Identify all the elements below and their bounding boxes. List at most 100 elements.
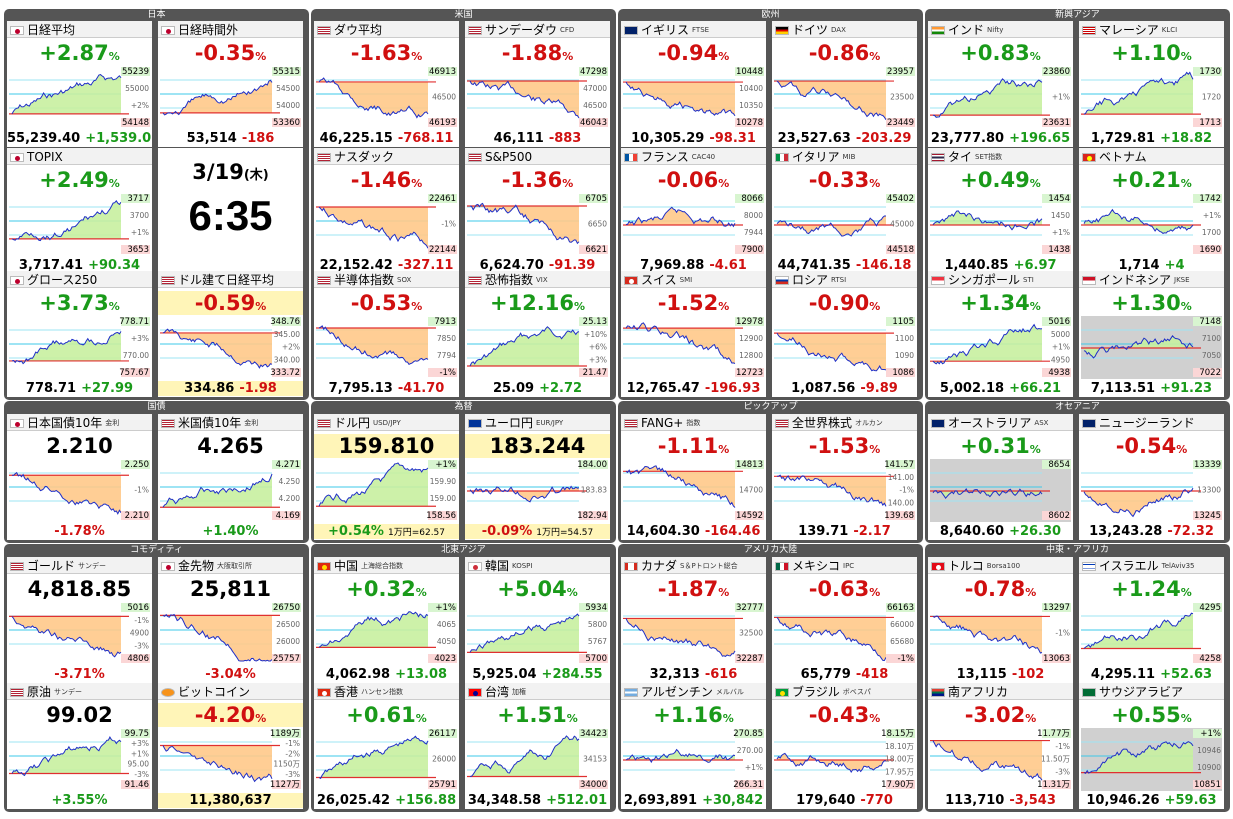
price-line [469, 326, 580, 367]
axis-label-bg [428, 511, 457, 520]
tile-header: スイス SMI [621, 271, 766, 288]
market-tile[interactable]: 韓国 KOSPI +5.04% 5934 5800 5767 5700 5,925.04 +28… [465, 557, 610, 683]
market-tile[interactable]: ロシア RTSI -0.90% 1105 1100 1090 1086 1,087.56 -9.… [772, 271, 917, 397]
market-tile[interactable]: インドネシア JKSE +1.30% 7148 7100 7050 7022 7,113.51… [1079, 271, 1224, 397]
change-value: -616 [704, 667, 738, 682]
market-tile[interactable]: ユーロ円 EUR/JPY 183.244 184.00 183.83 182.94 -0.0… [465, 414, 610, 540]
market-tile[interactable]: 台湾 加権 +1.51% 34423 34153 34000 34,348.58 +512.0… [465, 683, 610, 809]
tile-footer: 1,714 +4 [1079, 258, 1224, 273]
market-tile[interactable]: 中国 上海総合指数 +0.32% +1% 4065 4050 4023 4,062.98 +13… [314, 557, 459, 683]
axis-label: 17.90万 [881, 780, 914, 790]
market-tile[interactable]: インド Nifty +0.83% 23860 +1% 23631 23,777.80 +196… [928, 21, 1073, 147]
price-area [626, 749, 735, 763]
market-tile[interactable]: 香港 ハンセン指数 +0.61% 26117 26000 25791 26,025.42 +1… [314, 683, 459, 809]
market-tile[interactable]: 全世界株式 オルカン -1.53% 141.57 141.00 -1% 140.00 139.… [772, 414, 917, 540]
market-tile[interactable]: イギリス FTSE -0.94% 10448 10400 10350 10278 10,305… [621, 21, 766, 147]
market-tile[interactable]: 日経平均 +2.87% 55239 55000 +2% 54148 55,239.40 +1,… [7, 21, 152, 147]
axis-label: 12900 [739, 334, 763, 343]
market-tile[interactable]: ナスダック -1.46% 22461 -1% 22144 22,152.42 -327.11 [314, 148, 459, 274]
tile-name: 金先物 [178, 559, 215, 573]
change-percent: +3.73% [39, 291, 120, 315]
market-tile[interactable]: 原油 サンデー 99.02 99.75 +3% +1% 95.00 -3% 91.46 +3.55… [7, 683, 152, 809]
market-tile[interactable]: 日経時間外 -0.35% 55315 54500 54000 53360 53,514 -18… [158, 21, 303, 147]
price-area [1084, 72, 1193, 115]
price-chart: 23860 +1% 23631 [930, 67, 1071, 128]
market-tile[interactable]: ドイツ DAX -0.86% 23957 23500 23449 23,527.63 -203… [772, 21, 917, 147]
tile-subname: 上海総合指数 [361, 562, 404, 570]
axis-label-bg [886, 118, 915, 127]
market-tile[interactable]: ニュージーランド -0.54% 13339 13300 13245 13,243.28 -7… [1079, 414, 1224, 540]
price-line [625, 206, 736, 228]
change-percent: -1.36% [501, 168, 574, 192]
axis-label: +1% [131, 749, 149, 758]
de-flag-icon [775, 26, 789, 35]
section-title: 北東アジア [441, 545, 486, 555]
price-chart: 32777 32500 32287 [623, 603, 764, 664]
market-tile[interactable]: カナダ S＆Pトロント総合 -1.87% 32777 32500 32287 32,313-… [621, 557, 766, 683]
market-tile[interactable]: ベトナム +0.21% 1742 +1% 1700 1690 1,714 +4 [1079, 148, 1224, 274]
axis-label: 4900 [130, 629, 149, 638]
market-tile[interactable]: イスラエル TelAviv35 +1.24% 4295 4258 4,295.11 +52.… [1079, 557, 1224, 683]
tile-name: 日経時間外 [178, 23, 239, 37]
market-tile[interactable]: ビットコイン -4.20% 1189万 -1% -2% 1150万 -3% 1127万 11,3… [158, 683, 303, 809]
axis-label: 18.00万 [885, 755, 914, 764]
axis-label: 13339 [1194, 460, 1221, 470]
axis-label-bg [1193, 654, 1222, 663]
change-value: +512.01 [546, 793, 608, 808]
price-line [318, 611, 429, 648]
market-tile[interactable]: 恐怖指数 VIX +12.16% 25.13 +10% +6% +3% 21.47 25.09 +… [465, 271, 610, 397]
tile-name: 中国 [334, 559, 359, 573]
market-tile[interactable]: サウジアラビア +0.55% +1% 10946 10900 10851 10,946.26… [1079, 683, 1224, 809]
market-tile[interactable]: オーストラリア ASX +0.31% 8654 8602 8,640.60 +26.30 [928, 414, 1073, 540]
market-tile[interactable]: ゴールド サンデー 4,818.85 5016 -1% 4900 -3% 4806 -3.71% [7, 557, 152, 683]
market-tile[interactable]: ドル建て日経平均 -0.59% 348.76 345.00 +2% 340.00 333.7… [158, 271, 303, 397]
market-tile[interactable]: サンデーダウ CFD -1.88% 47298 47000 46500 46043 46,11… [465, 21, 610, 147]
tile-footer: 10,305.29 -98.31 [621, 131, 766, 146]
market-tile[interactable]: 半導体指数 SOX -0.53% 7913 7850 7794 -1% 7,795.13 -41… [314, 271, 459, 397]
market-tile[interactable]: ダウ平均 -1.63% 46913 46500 46193 46,225.15 -768.1… [314, 21, 459, 147]
axis-label: 757.67 [119, 368, 149, 378]
market-tile[interactable]: 金先物 大阪取引所 25,811 26750 26500 26000 25757 -3.04% [158, 557, 303, 683]
market-tile[interactable]: ブラジル ボベスパ -0.43% 18.15万 18.10万 18.00万 17.95万 17… [772, 683, 917, 809]
axis-label: 54500 [276, 84, 300, 93]
price-line [11, 331, 122, 365]
market-tile[interactable]: スイス SMI -1.52% 12978 12900 12800 12723 12,765.4… [621, 271, 766, 397]
eu-flag-icon [468, 419, 482, 428]
market-tile[interactable]: タイ SET指数 +0.49% 1454 1450 +1% 1438 1,440.85 +6.9… [928, 148, 1073, 274]
axis-label-bg [1193, 118, 1222, 127]
market-tile[interactable]: TOPIX +2.49% 3717 3700 +1% 3653 3,717.41 +90.34 [7, 148, 152, 274]
axis-label: 2.210 [125, 511, 149, 521]
market-tile[interactable]: ドル円 USD/JPY 159.810 +1% 159.90 159.00 158.56 +0… [314, 414, 459, 540]
current-value: 23,777.80 [930, 131, 1005, 146]
market-tile[interactable]: FANG+ 指数 -1.11% 14813 14700 14592 14,604.30 -16… [621, 414, 766, 540]
market-tile[interactable]: イタリア MIB -0.33% 45402 45000 44518 44,741.35 -14… [772, 148, 917, 274]
market-tile[interactable]: 南アフリカ -3.02% 11.77万 -1% 11.50万 -3% 11.31万 113,7… [928, 683, 1073, 809]
change-percent: -1.88% [501, 41, 574, 65]
axis-label: 34000 [580, 780, 607, 790]
price-line [776, 332, 887, 372]
change-value: -327.11 [397, 258, 454, 273]
axis-label-bg [735, 654, 764, 663]
price-line [932, 487, 1043, 500]
market-tile[interactable]: グロース250 +3.73% 778.71 +3% 770.00 757.67 778.71… [7, 271, 152, 397]
market-tile[interactable]: S&P500 -1.36% 6705 6650 6621 6,624.70 -91.39 [465, 148, 610, 274]
market-tile[interactable]: 米国債10年 金利 4.265 4.271 4.250 4.200 4.169 +1.40% [158, 414, 303, 540]
current-value: 179,640 [796, 793, 856, 808]
axis-label-bg [1042, 368, 1071, 377]
market-tile[interactable]: マレーシア KLCI +1.10% 1730 1720 1713 1,729.81 +18.8… [1079, 21, 1224, 147]
market-tile[interactable]: シンガポール STI +1.34% 5016 5000 +1% 4950 4938 5,002.… [928, 271, 1073, 397]
price-line [469, 202, 580, 245]
tile-subname: CAC40 [691, 153, 716, 161]
time-display: 6:35 [188, 192, 273, 239]
price-area [777, 216, 886, 237]
axis-label-bg [1193, 67, 1222, 76]
market-tile[interactable]: アルゼンチン メルバル +1.16% 270.85 270.00 +1% 266.31 2,6… [621, 683, 766, 809]
market-tile[interactable]: 日本国債10年 金利 2.210 2.250 -1% 2.210 -1.78% [7, 414, 152, 540]
tile-name: イスラエル [1099, 559, 1159, 573]
market-tile[interactable]: フランス CAC40 -0.06% 8066 8000 7944 7900 7,969.88-… [621, 148, 766, 274]
axis-label-bg [579, 603, 608, 612]
tile-name: アルゼンチン [641, 685, 713, 699]
market-tile[interactable]: トルコ Borsa100 -0.78% 13297 -1% 13063 13,115 -102 [928, 557, 1073, 683]
market-tile[interactable]: メキシコ IPC -0.63% 66163 66000 65680 -1% 65,779 -41… [772, 557, 917, 683]
price-line [469, 735, 580, 777]
